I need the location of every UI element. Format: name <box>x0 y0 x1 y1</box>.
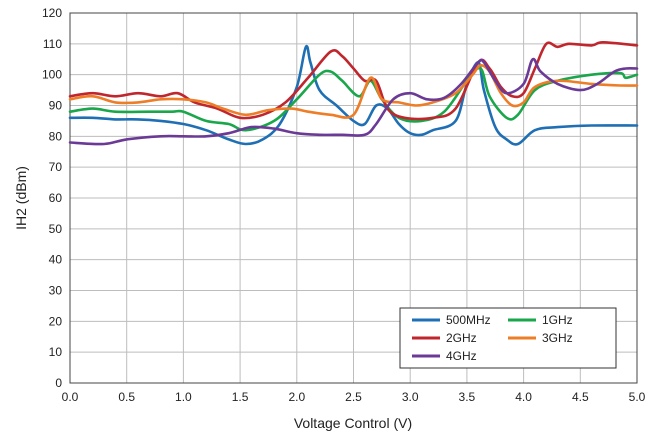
x-tick-label: 1.5 <box>232 390 249 404</box>
x-tick-label: 3.5 <box>459 390 476 404</box>
legend-label: 1GHz <box>542 313 573 327</box>
y-axis-ticks: 0 10 20 30 40 50 60 70 80 90 100 110 120 <box>42 6 62 390</box>
series-line-4ghz <box>68 57 639 146</box>
y-tick-label: 0 <box>55 376 62 390</box>
y-axis-label: IH2 (dBm) <box>13 166 29 230</box>
y-tick-label: 110 <box>43 37 62 51</box>
legend-label: 500MHz <box>446 313 491 327</box>
legend-label: 2GHz <box>446 331 477 345</box>
x-axis-ticks: 0.0 0.5 1.0 1.5 2.0 2.5 3.0 3.5 4.0 4.5 5.0 <box>62 390 646 404</box>
x-tick-label: 2.5 <box>345 390 362 404</box>
series-lines <box>68 41 639 146</box>
y-tick-label: 80 <box>49 129 63 143</box>
y-tick-label: 70 <box>49 160 63 174</box>
x-tick-label: 1.0 <box>175 390 192 404</box>
y-tick-label: 100 <box>42 68 62 82</box>
y-tick-label: 40 <box>49 253 63 267</box>
x-tick-label: 4.0 <box>515 390 532 404</box>
legend-label: 4GHz <box>446 349 477 363</box>
legend-label: 3GHz <box>542 331 573 345</box>
y-tick-label: 20 <box>49 314 63 328</box>
x-tick-label: 4.5 <box>572 390 589 404</box>
y-tick-label: 30 <box>49 284 63 298</box>
y-tick-label: 50 <box>49 222 63 236</box>
y-tick-label: 90 <box>49 99 63 113</box>
x-tick-label: 0.0 <box>62 390 79 404</box>
y-tick-label: 10 <box>49 345 63 359</box>
y-tick-label: 60 <box>49 191 63 205</box>
x-axis-label: Voltage Control (V) <box>294 415 412 431</box>
x-tick-label: 2.0 <box>288 390 305 404</box>
plot-frame <box>69 12 638 384</box>
x-tick-label: 0.5 <box>118 390 135 404</box>
x-tick-label: 3.0 <box>402 390 419 404</box>
series-line-3ghz <box>68 64 639 119</box>
legend: 500MHz 1GHz 2GHz 3GHz 4GHz <box>399 307 617 369</box>
series-line-2ghz <box>68 41 639 121</box>
series-line-500mhz <box>68 44 639 146</box>
y-tick-label: 120 <box>42 6 62 20</box>
x-tick-label: 5.0 <box>629 390 646 404</box>
